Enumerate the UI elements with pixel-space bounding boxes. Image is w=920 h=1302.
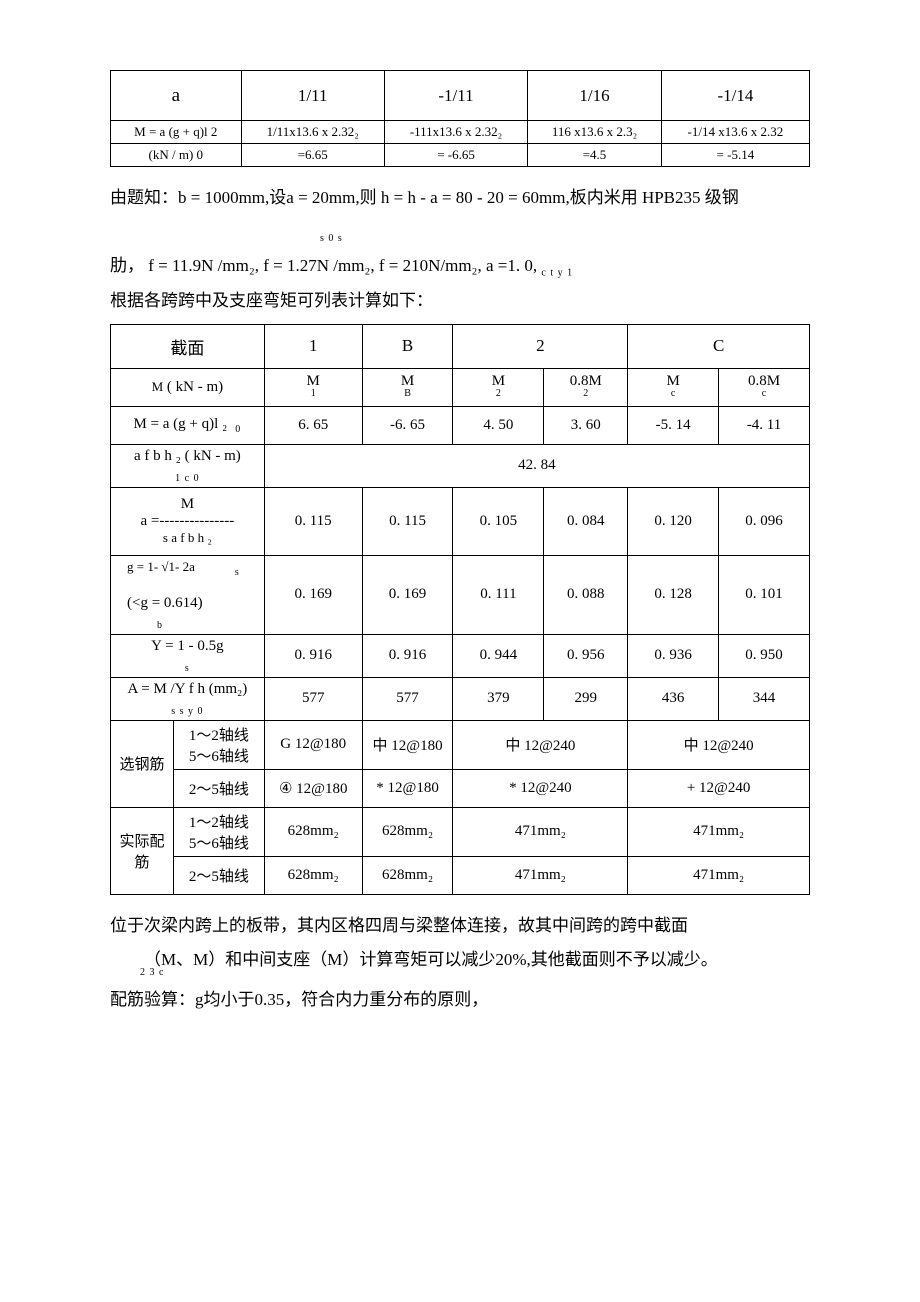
t2-act2-3: 471mm₂	[628, 856, 810, 894]
t2-g-0: 0. 169	[264, 555, 362, 634]
t2-meq-1: -6. 65	[362, 406, 453, 444]
t2-m-B: MB	[362, 368, 453, 406]
t2-y-2: 0. 944	[453, 634, 544, 677]
t2-h1: 1	[264, 324, 362, 368]
t1-h0: a	[111, 71, 242, 121]
t2-as-l: A = M /Y f h (mm₂)s s y 0	[111, 677, 265, 720]
coefficients-table: a 1/11 -1/11 1/16 -1/14 M = a (g + q)l 2…	[110, 70, 810, 167]
t2-meq-2: 4. 50	[453, 406, 544, 444]
given-parameters-text: 由题知：b = 1000mm,设a = 20mm,则 h = h - a = 8…	[110, 181, 810, 318]
t2-meq-3: 3. 60	[544, 406, 628, 444]
t2-sel-h: 选钢筋	[111, 720, 174, 807]
t2-meq-0: 6. 65	[264, 406, 362, 444]
t2-sel2-2: * 12@240	[453, 769, 628, 807]
t1-r3-3: =4.5	[528, 144, 661, 167]
t2-as-0: 577	[264, 677, 362, 720]
t2-g-1: 0. 169	[362, 555, 453, 634]
t2-act-h: 实际配 筋	[111, 807, 174, 894]
t1-r2-3: 116 x13.6 x 2.3₂	[528, 121, 661, 144]
t2-m-2b: 0.8M2	[544, 368, 628, 406]
t2-a-1: 0. 115	[362, 487, 453, 555]
p1-line1: 由题知：b = 1000mm,设a = 20mm,则 h = h - a = 8…	[110, 188, 739, 207]
t2-a-3: 0. 084	[544, 487, 628, 555]
t2-m-1: M1	[264, 368, 362, 406]
t2-sel-r2: 2～5轴线	[173, 769, 264, 807]
t2-meq-5: -4. 11	[719, 406, 810, 444]
t2-as-2: 379	[453, 677, 544, 720]
t2-afbh-v: 42. 84	[264, 444, 809, 487]
t2-h0: 截面	[111, 324, 265, 368]
t2-as-4: 436	[628, 677, 719, 720]
t2-sel2-3: + 12@240	[628, 769, 810, 807]
t1-h1: 1/11	[241, 71, 384, 121]
t2-as-5: 344	[719, 677, 810, 720]
t2-g-2: 0. 111	[453, 555, 544, 634]
t2-act-r2: 2～5轴线	[173, 856, 264, 894]
t2-m-label: MM ( kN - m) ( kN - m)	[111, 368, 265, 406]
t2-h4: C	[628, 324, 810, 368]
t2-act2-0: 628mm₂	[264, 856, 362, 894]
t1-r3-2: = -6.65	[384, 144, 528, 167]
t2-g-5: 0. 101	[719, 555, 810, 634]
t2-m-ca: Mc	[628, 368, 719, 406]
p1-line2: 肋， f = 11.9N /mm₂, f = 1.27N /mm₂, f = 2…	[110, 256, 541, 275]
p2-l2: （M、M）和中间支座（M）计算弯矩可以减少20%,其他截面则不予以减少。	[110, 943, 810, 977]
t2-meq-l: M = a (g + q)l ₂0	[111, 406, 265, 444]
t2-act2-2: 471mm₂	[453, 856, 628, 894]
t1-r2-4: -1/14 x13.6 x 2.32	[661, 121, 809, 144]
t2-act1-3: 471mm₂	[628, 807, 810, 856]
t2-a-5: 0. 096	[719, 487, 810, 555]
t2-g-l: g = 1- √1- 2as (<g = 0.614)b	[111, 555, 265, 634]
t2-as-3: 299	[544, 677, 628, 720]
t2-afbh-l: a f b h ₂ ( kN - m)1 c 0	[111, 444, 265, 487]
t2-y-l: Y = 1 - 0.5gs	[111, 634, 265, 677]
t2-sel1-1: 中 12@180	[362, 720, 453, 769]
t1-r3-1: =6.65	[241, 144, 384, 167]
t2-sel2-0: ④ 12@180	[264, 769, 362, 807]
p2-l3: 配筋验算：g均小于0.35，符合内力重分布的原则，	[110, 983, 810, 1017]
t2-sel-r1: 1～2轴线 5～6轴线	[173, 720, 264, 769]
t2-y-5: 0. 950	[719, 634, 810, 677]
t1-r3-0: (kN / m) 0	[111, 144, 242, 167]
t1-r3-4: = -5.14	[661, 144, 809, 167]
t2-h3: 2	[453, 324, 628, 368]
calculation-table: 截面 1 B 2 C MM ( kN - m) ( kN - m) M1 MB …	[110, 324, 810, 895]
t2-y-3: 0. 956	[544, 634, 628, 677]
t1-h4: -1/14	[661, 71, 809, 121]
t1-h2: -1/11	[384, 71, 528, 121]
t2-act2-1: 628mm₂	[362, 856, 453, 894]
t2-a-l: M a =--------------- s a f b h ₂	[111, 487, 265, 555]
t2-as-1: 577	[362, 677, 453, 720]
t2-y-0: 0. 916	[264, 634, 362, 677]
p1-line2-tail: c t y 1	[541, 268, 573, 279]
t1-r2-2: -111x13.6 x 2.32₂	[384, 121, 528, 144]
t1-r2-0: M = a (g + q)l 2	[111, 121, 242, 144]
conclusion-text: 位于次梁内跨上的板带，其内区格四周与梁整体连接，故其中间跨的跨中截面 （M、M）…	[110, 909, 810, 1017]
t2-meq-4: -5. 14	[628, 406, 719, 444]
t2-act1-2: 471mm₂	[453, 807, 628, 856]
t2-act1-1: 628mm₂	[362, 807, 453, 856]
t2-y-4: 0. 936	[628, 634, 719, 677]
t2-m-2a: M2	[453, 368, 544, 406]
t1-h3: 1/16	[528, 71, 661, 121]
t2-sel2-1: * 12@180	[362, 769, 453, 807]
t2-m-cb: 0.8Mc	[719, 368, 810, 406]
p1-line1-sub: s 0 s	[320, 233, 343, 244]
p2-l1: 位于次梁内跨上的板带，其内区格四周与梁整体连接，故其中间跨的跨中截面	[110, 909, 810, 943]
t2-act-r1: 1～2轴线 5～6轴线	[173, 807, 264, 856]
t2-a-2: 0. 105	[453, 487, 544, 555]
t2-sel1-2: 中 12@240	[453, 720, 628, 769]
t2-act1-0: 628mm₂	[264, 807, 362, 856]
p1-line3: 根据各跨跨中及支座弯矩可列表计算如下：	[110, 291, 433, 310]
t1-r2-1: 1/11x13.6 x 2.32₂	[241, 121, 384, 144]
t2-a-4: 0. 120	[628, 487, 719, 555]
t2-h2: B	[362, 324, 453, 368]
t2-g-4: 0. 128	[628, 555, 719, 634]
t2-y-1: 0. 916	[362, 634, 453, 677]
t2-sel1-3: 中 12@240	[628, 720, 810, 769]
t2-g-3: 0. 088	[544, 555, 628, 634]
t2-sel1-0: G 12@180	[264, 720, 362, 769]
t2-a-0: 0. 115	[264, 487, 362, 555]
